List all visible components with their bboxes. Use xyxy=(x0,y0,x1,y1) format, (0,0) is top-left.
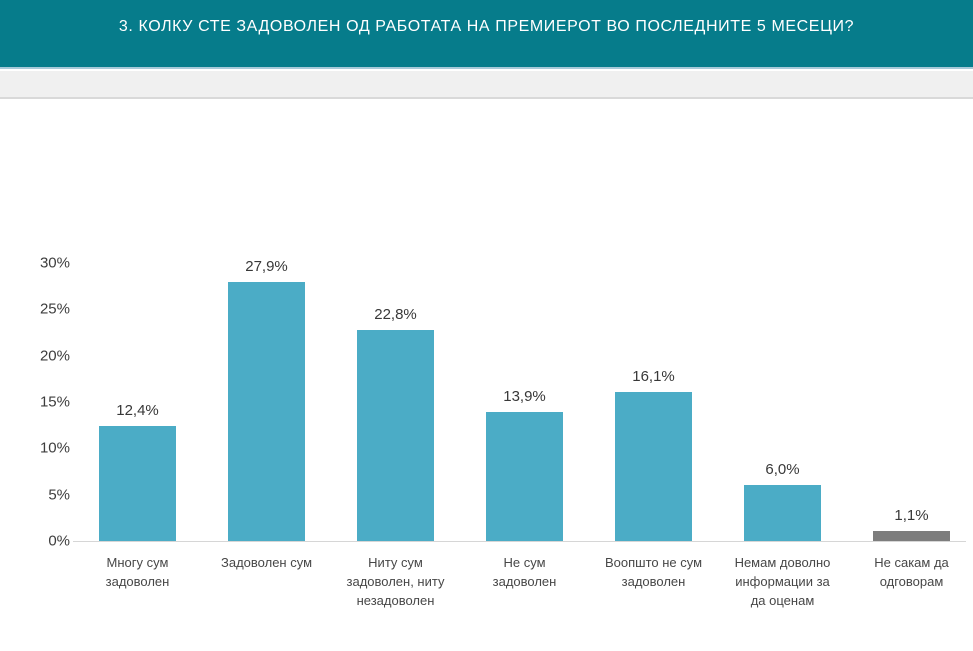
bar-value-label: 1,1% xyxy=(894,506,929,524)
bar-value-label: 12,4% xyxy=(116,402,159,420)
bar-value-label: 16,1% xyxy=(632,367,675,385)
y-axis-tick-label: 0% xyxy=(48,532,70,550)
category-label: Немам доволно информации за да оценам xyxy=(734,555,831,608)
y-axis-tick-label: 30% xyxy=(39,254,70,272)
x-axis-line xyxy=(73,541,966,542)
bar-2 xyxy=(228,282,305,541)
bar-6 xyxy=(744,485,821,541)
category-label: Не сум задоволен xyxy=(492,555,557,589)
y-axis-tick-label: 10% xyxy=(39,439,70,457)
bar-7 xyxy=(873,530,950,541)
header-gray-band xyxy=(0,71,973,99)
bar-value-label: 27,9% xyxy=(245,258,288,276)
bar-value-label: 22,8% xyxy=(374,305,417,323)
slide-title-bar: 3. КОЛКУ СТЕ ЗАДОВОЛЕН ОД РАБОТАТА НА ПР… xyxy=(0,0,973,69)
bar-1 xyxy=(99,426,176,541)
bar-value-label: 13,9% xyxy=(503,388,546,406)
bar-3 xyxy=(357,329,434,541)
category-label: Не сакам да одговорам xyxy=(874,555,949,589)
bar-5 xyxy=(615,391,692,541)
y-axis-tick-label: 20% xyxy=(39,347,70,365)
bar-value-label: 6,0% xyxy=(765,461,800,479)
bar-4 xyxy=(486,412,563,541)
y-axis-tick-label: 15% xyxy=(39,393,70,411)
bar-chart: 0% 5% 10% 15% 20% 25% 30% 12,4% Многу сум задовол… xyxy=(0,99,973,651)
category-label: Многу сум задоволен xyxy=(105,555,170,589)
category-label: Задоволен сум xyxy=(221,555,312,570)
y-axis-tick-label: 25% xyxy=(39,300,70,318)
page-title: 3. КОЛКУ СТЕ ЗАДОВОЛЕН ОД РАБОТАТА НА ПР… xyxy=(118,17,855,35)
category-label: Воопшто не сум задоволен xyxy=(604,555,703,589)
y-axis-tick-label: 5% xyxy=(48,486,70,504)
category-label: Ниту сум задоволен, ниту незадоволен xyxy=(346,555,445,608)
